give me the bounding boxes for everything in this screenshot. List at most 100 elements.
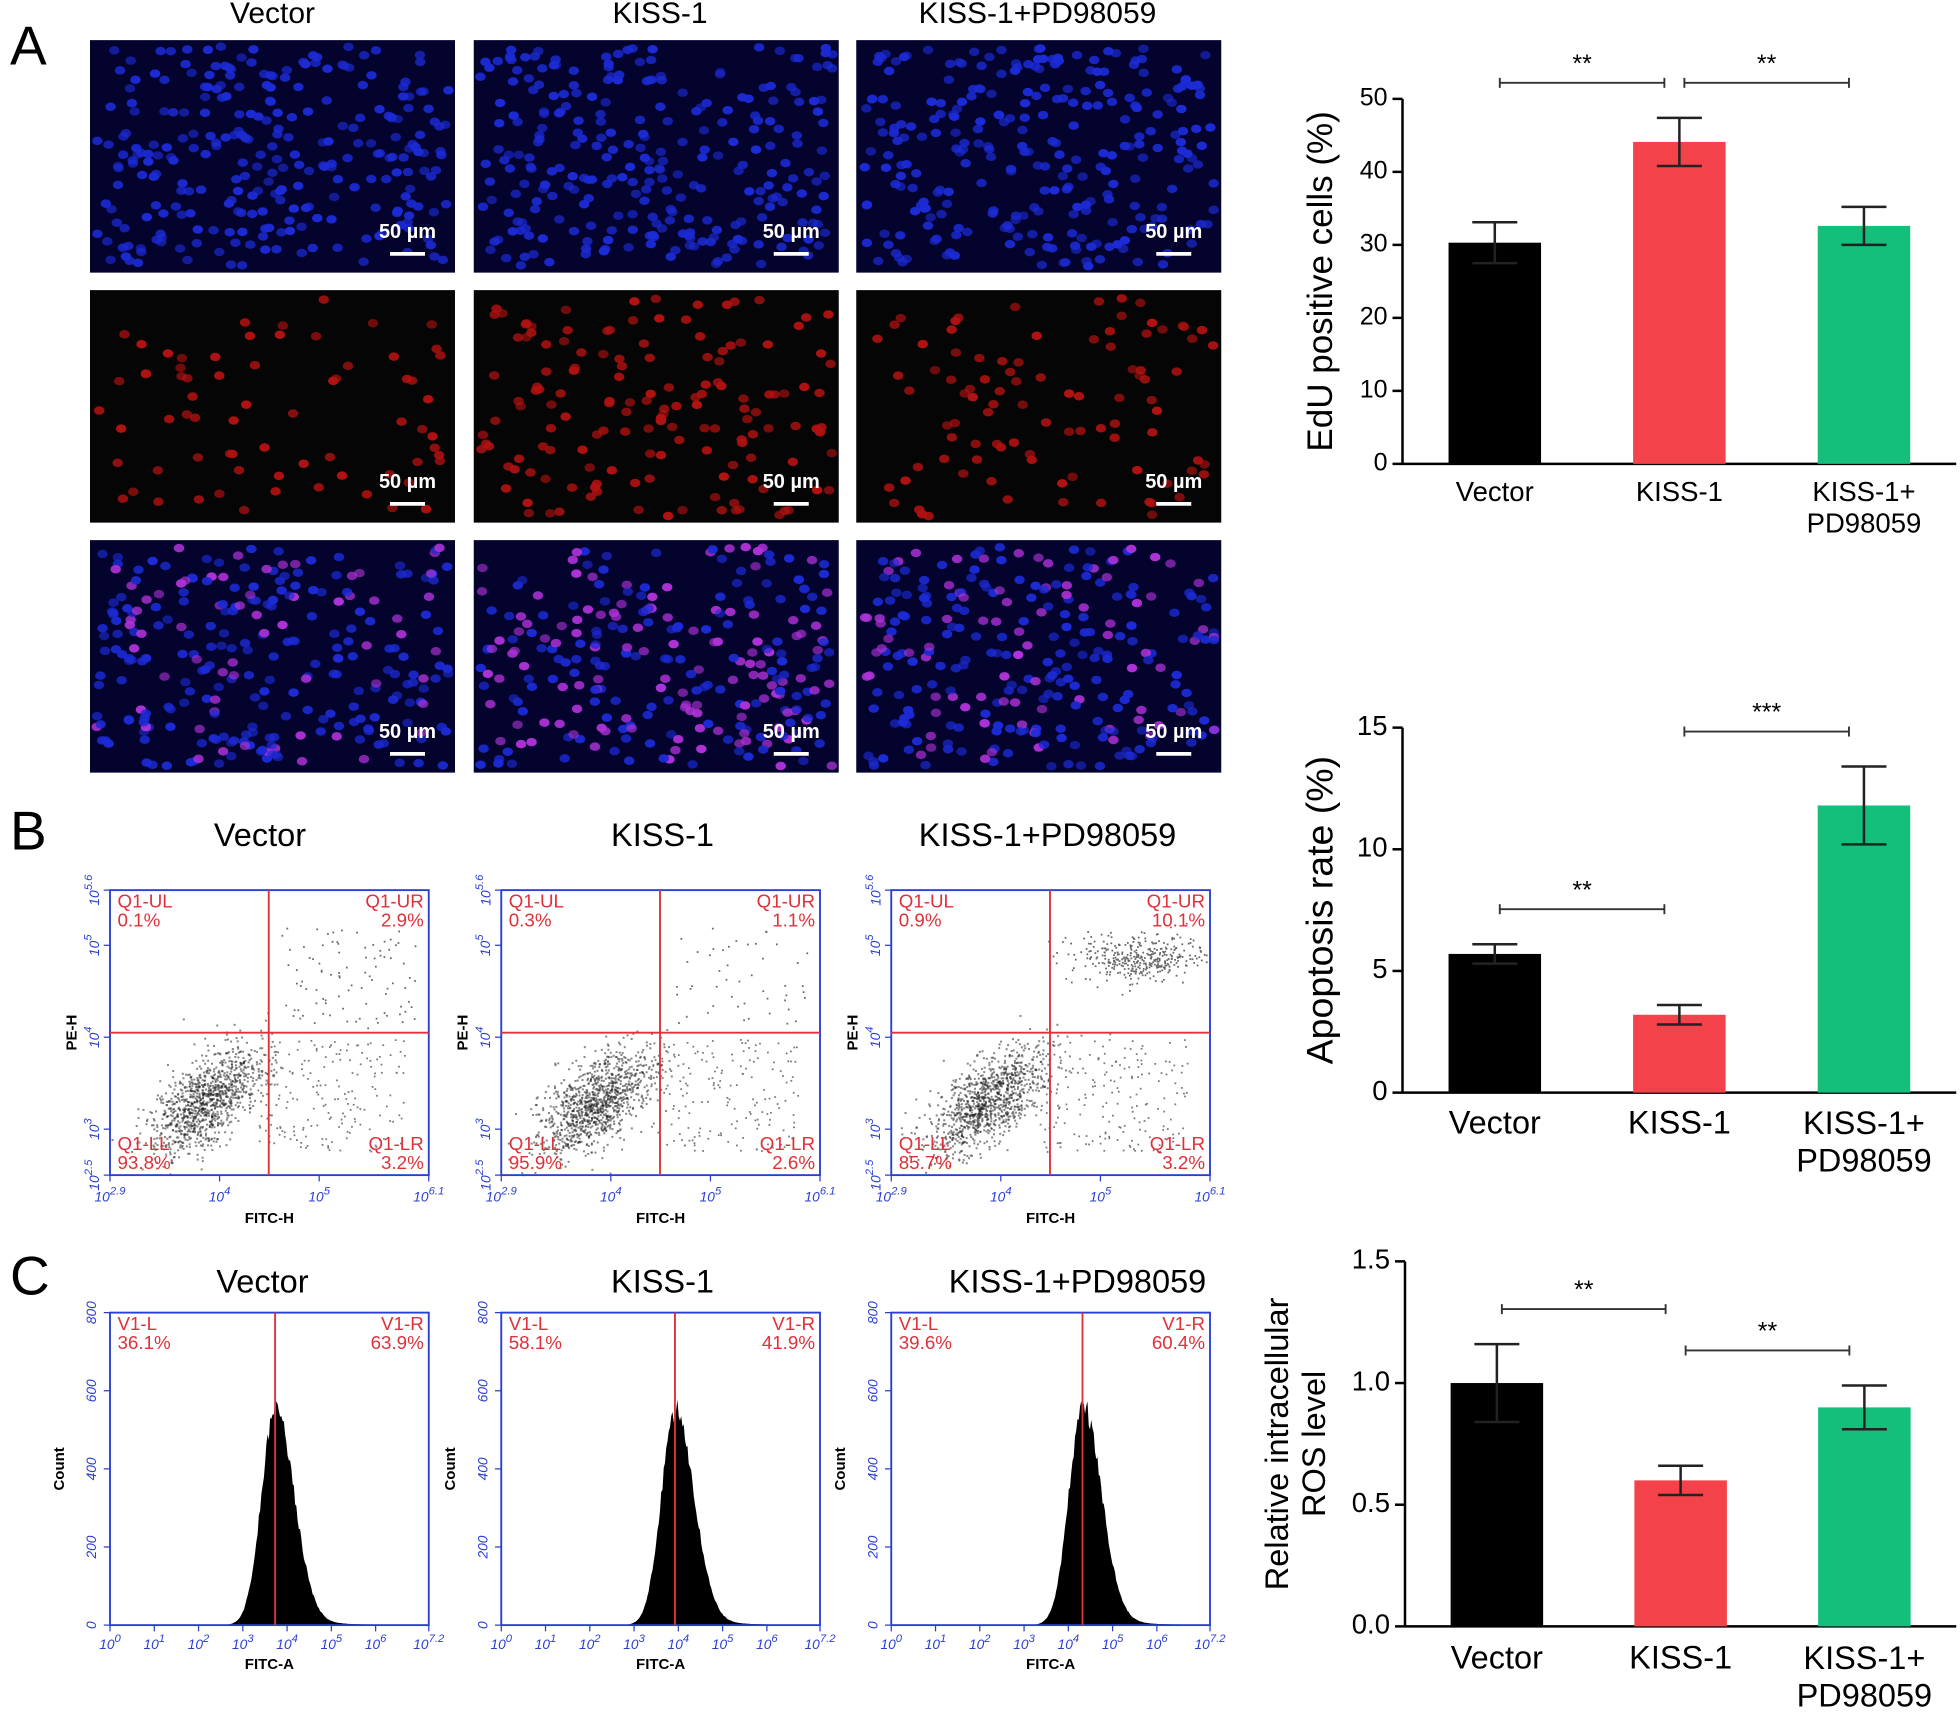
event	[766, 997, 769, 1000]
event	[583, 1114, 586, 1117]
event	[299, 1017, 302, 1020]
nucleus	[1104, 242, 1115, 252]
event	[556, 1148, 559, 1151]
event	[359, 1108, 362, 1110]
tick-exponent: 5.6	[83, 874, 95, 890]
nucleus	[432, 626, 444, 636]
event	[249, 1106, 252, 1109]
event	[584, 1105, 587, 1108]
nucleus	[764, 117, 776, 126]
event	[283, 1135, 286, 1138]
event	[198, 1092, 201, 1095]
event	[574, 1115, 577, 1118]
event	[205, 1104, 208, 1107]
event	[233, 1077, 236, 1080]
event	[952, 1153, 955, 1156]
event	[688, 1139, 691, 1142]
event	[198, 1096, 201, 1099]
event	[347, 1043, 350, 1046]
event	[636, 1065, 639, 1068]
nucleus	[806, 663, 817, 673]
nucleus	[243, 671, 255, 680]
event	[581, 1122, 584, 1125]
nucleus	[289, 150, 301, 159]
nucleus	[513, 150, 525, 160]
nucleus	[284, 216, 295, 225]
event	[213, 1104, 216, 1107]
nucleus	[798, 756, 809, 766]
event	[618, 1113, 621, 1116]
nucleus	[605, 128, 617, 138]
nucleus	[412, 457, 423, 467]
event	[661, 1057, 664, 1060]
event	[555, 1135, 558, 1138]
event	[273, 1051, 276, 1054]
event	[193, 1107, 196, 1110]
nucleus	[189, 413, 201, 422]
event	[389, 1094, 392, 1097]
nucleus	[994, 586, 1005, 595]
nucleus	[752, 116, 764, 126]
event	[582, 1130, 585, 1133]
event	[224, 1089, 227, 1092]
nucleus	[595, 109, 606, 119]
event	[577, 1126, 580, 1129]
event	[993, 1085, 996, 1088]
nucleus	[722, 735, 734, 744]
nucleus	[214, 489, 225, 498]
nucleus	[1091, 239, 1102, 249]
event	[368, 975, 371, 978]
event	[293, 1130, 295, 1133]
nucleus	[280, 711, 292, 721]
nucleus	[974, 353, 985, 363]
nucleus	[390, 132, 402, 142]
event	[288, 1070, 291, 1073]
event	[945, 1100, 948, 1103]
event	[197, 1118, 200, 1121]
nucleus	[735, 566, 747, 576]
nucleus	[140, 709, 152, 718]
event	[611, 1117, 614, 1120]
event	[156, 1126, 159, 1129]
event	[218, 1071, 221, 1074]
nucleus	[506, 759, 518, 769]
event	[540, 1119, 543, 1122]
event	[242, 1050, 245, 1053]
event	[201, 1097, 204, 1100]
event	[931, 1123, 934, 1126]
nucleus	[762, 340, 774, 349]
event	[610, 1079, 613, 1082]
event	[321, 1045, 324, 1048]
event	[586, 1109, 589, 1112]
event	[571, 1119, 574, 1122]
nucleus	[132, 258, 144, 268]
nucleus	[485, 245, 496, 255]
event	[767, 1051, 769, 1054]
event	[178, 1100, 181, 1103]
event	[324, 1056, 327, 1058]
nucleus	[310, 58, 321, 68]
group-title: KISS-1	[611, 817, 714, 853]
event	[156, 1144, 159, 1147]
nucleus	[158, 209, 169, 218]
event	[569, 1086, 572, 1089]
event	[291, 1071, 294, 1074]
event	[693, 1142, 696, 1145]
nucleus	[632, 623, 644, 633]
event	[743, 1019, 745, 1022]
nucleus	[1071, 50, 1083, 60]
event	[574, 1140, 577, 1143]
nucleus	[387, 695, 399, 704]
event	[599, 1106, 602, 1109]
event	[183, 1117, 186, 1120]
nucleus	[526, 164, 537, 173]
nucleus	[394, 561, 406, 570]
event	[164, 1127, 167, 1130]
nucleus	[920, 615, 932, 625]
event	[550, 1115, 553, 1118]
event	[401, 1021, 404, 1024]
nucleus	[750, 408, 762, 417]
nucleus	[307, 51, 319, 60]
nucleus	[1135, 298, 1146, 308]
tick-base: 10	[478, 890, 493, 906]
